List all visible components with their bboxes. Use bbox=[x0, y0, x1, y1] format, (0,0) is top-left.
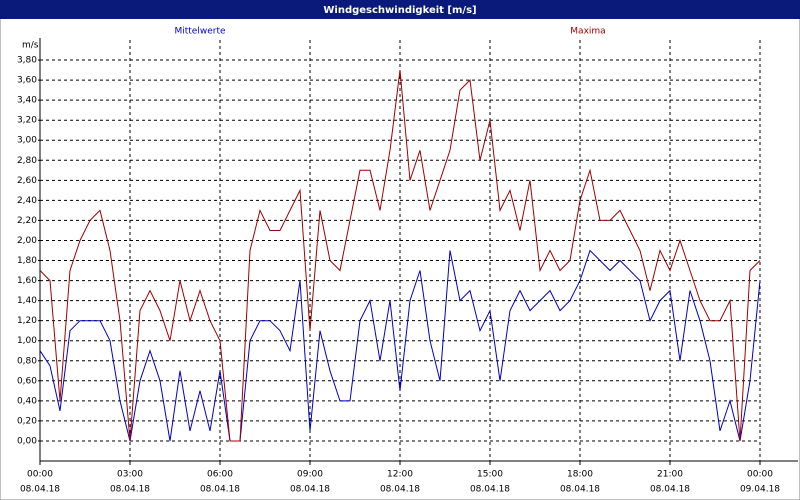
y-tick-label: 2,40 bbox=[17, 196, 37, 206]
x-tick-date: 08.04.18 bbox=[200, 485, 240, 495]
x-tick-label: 15:00 bbox=[477, 470, 503, 480]
series-line bbox=[39, 249, 761, 442]
y-axis-label: m/s bbox=[22, 41, 39, 51]
y-tick-label: 2,20 bbox=[17, 216, 37, 226]
x-tick-date: 08.04.18 bbox=[470, 485, 510, 495]
y-tick-label: 0,20 bbox=[17, 416, 37, 426]
x-tick-label: 00:00 bbox=[747, 470, 773, 480]
x-tick-label: 03:00 bbox=[117, 470, 143, 480]
y-tick-label: 2,00 bbox=[17, 236, 37, 246]
x-tick-label: 00:00 bbox=[27, 470, 53, 480]
x-tick-date: 09.04.18 bbox=[740, 485, 780, 495]
y-tick-label: 2,80 bbox=[17, 156, 37, 166]
chart-title: Windgeschwindigkeit [m/s] bbox=[323, 5, 476, 16]
x-tick-date: 08.04.18 bbox=[650, 485, 690, 495]
x-tick-date: 08.04.18 bbox=[20, 485, 60, 495]
series-line bbox=[39, 70, 761, 442]
y-tick-label: 1,20 bbox=[17, 316, 37, 326]
x-tick-date: 08.04.18 bbox=[560, 485, 600, 495]
y-tick-label: 0,80 bbox=[17, 356, 37, 366]
y-tick-label: 1,00 bbox=[17, 336, 37, 346]
title-bar bbox=[0, 0, 800, 19]
y-tick-label: 2,60 bbox=[17, 176, 37, 186]
y-tick-label: 0,00 bbox=[17, 436, 37, 446]
x-tick-date: 08.04.18 bbox=[110, 485, 150, 495]
y-tick-label: 1,80 bbox=[17, 256, 37, 266]
y-tick-label: 1,40 bbox=[17, 296, 37, 306]
y-tick-label: 3,40 bbox=[17, 96, 37, 106]
x-tick-label: 18:00 bbox=[567, 470, 593, 480]
y-tick-label: 0,60 bbox=[17, 376, 37, 386]
y-tick-label: 3,00 bbox=[17, 136, 37, 146]
legend-label: Mittelwerte bbox=[174, 27, 225, 37]
y-tick-label: 3,80 bbox=[17, 56, 37, 66]
x-tick-label: 12:00 bbox=[387, 470, 413, 480]
y-tick-label: 0,40 bbox=[17, 396, 37, 406]
y-tick-label: 3,60 bbox=[17, 76, 37, 86]
x-tick-label: 06:00 bbox=[207, 470, 233, 480]
x-tick-date: 08.04.18 bbox=[380, 485, 420, 495]
x-tick-label: 21:00 bbox=[657, 470, 683, 480]
x-tick-label: 09:00 bbox=[297, 470, 323, 480]
y-tick-label: 1,60 bbox=[17, 276, 37, 286]
y-tick-label: 3,20 bbox=[17, 116, 37, 126]
legend-label: Maxima bbox=[570, 27, 605, 37]
x-tick-date: 08.04.18 bbox=[290, 485, 330, 495]
